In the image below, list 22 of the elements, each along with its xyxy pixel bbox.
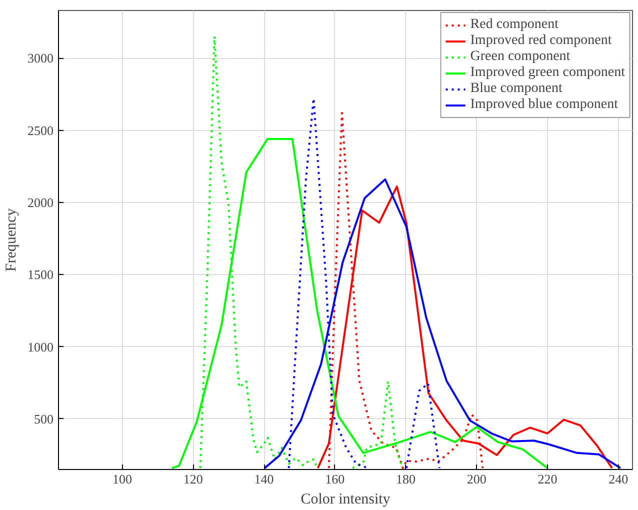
x-tick-label: 240 — [608, 472, 628, 486]
y-tick-label: 1500 — [28, 267, 54, 282]
x-tick-label: 100 — [112, 472, 132, 486]
x-tick-label: 160 — [325, 472, 345, 486]
legend-label: Green component — [470, 49, 570, 65]
x-tick-label: 220 — [538, 472, 558, 486]
legend-label: Improved blue component — [470, 97, 618, 113]
y-tick-label: 2000 — [28, 194, 54, 210]
x-tick-label: 140 — [254, 472, 274, 486]
x-tick-label: 180 — [396, 472, 416, 486]
x-tick-label: 120 — [183, 472, 203, 486]
legend-label: Improved green component — [470, 65, 625, 81]
y-tick-label: 2500 — [28, 122, 54, 138]
legend-label: Red component — [470, 17, 559, 33]
legend-label: Improved red component — [470, 33, 612, 49]
x-axis-title: Color intensity — [300, 492, 391, 508]
y-tick-label: 500 — [34, 411, 54, 426]
legend-label: Blue component — [470, 81, 562, 97]
y-axis-title: Frequency — [4, 208, 20, 272]
x-tick-label: 200 — [466, 472, 486, 486]
y-tick-label: 3000 — [28, 50, 54, 66]
y-tick-label: 1000 — [28, 339, 54, 354]
